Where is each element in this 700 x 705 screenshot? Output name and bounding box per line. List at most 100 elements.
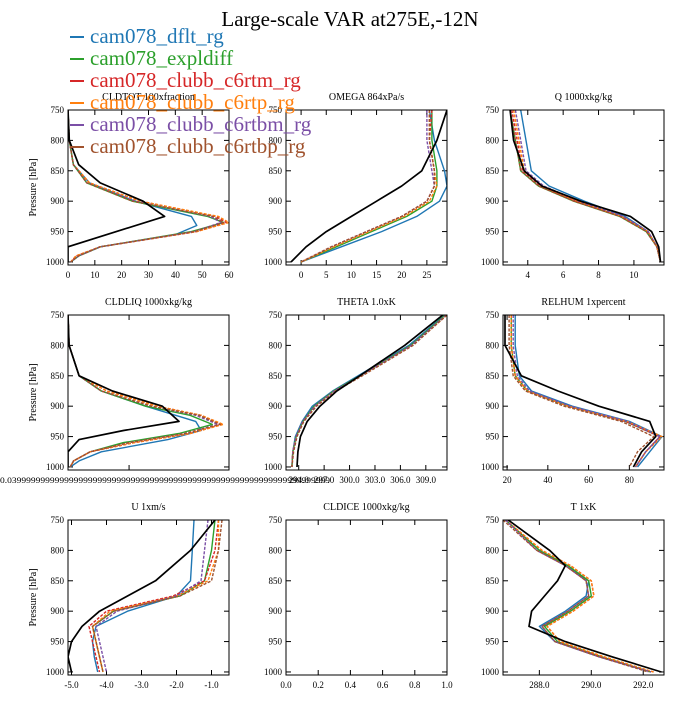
series-line-reference [504,315,657,468]
series-line-3 [511,110,662,263]
y-tick-label: 900 [51,196,65,206]
x-tick-label: 1.0 [441,680,453,690]
panel-1: CLDTOT 100xfraction Pressure [hPa] 750 800 8… [28,92,234,280]
y-tick-label: 850 [51,166,65,176]
x-tick-label: 40 [171,270,181,280]
y-tick-label: 900 [269,196,283,206]
x-tick-label: 15 [372,270,382,280]
legend-label: cam078_expldiff [90,46,233,70]
panel-title: CLDLIQ 1000xkg/kg [105,297,192,308]
x-tick-label: 294.0 [289,475,310,485]
x-tick-label: 0.2 [313,680,324,690]
y-tick-label: 950 [51,432,65,442]
y-tick-label: 1000 [264,667,283,677]
series-line-5 [514,110,662,263]
series-line-reference [509,110,662,263]
panel-frame [502,519,665,676]
legend-label: cam078_clubb_c6rtp_rg [90,90,295,114]
x-tick-label: 8 [596,270,601,280]
y-axis-label: Pressure [hPa] [28,568,39,626]
series-line-5 [300,110,436,263]
y-tick-label: 950 [486,432,500,442]
y-axis-label: Pressure [hPa] [28,158,39,216]
x-tick-label: 303.0 [365,475,386,485]
x-tick-label: -3.0 [134,680,149,690]
series-group [68,110,229,263]
panel-4: CLDLIQ 1000xkg/kg Pressure [hPa] 750 800 850… [0,297,330,485]
x-tick-label: 0.8 [409,680,421,690]
y-tick-label: 850 [269,576,283,586]
y-tick-label: 900 [486,401,500,411]
y-tick-label: 900 [486,606,500,616]
series-line-1 [68,315,202,468]
x-tick-label: 309.0 [416,475,437,485]
x-tick-label: 0.4 [345,680,357,690]
y-tick-label: 1000 [46,667,65,677]
series-line-1 [91,520,195,673]
x-tick-label: 50 [198,270,208,280]
series-line-3 [300,110,436,263]
x-tick-label: 292.0 [633,680,654,690]
panel-title: CLDICE 1000xkg/kg [323,502,409,513]
panel-title: OMEGA 864xPa/s [329,92,404,103]
y-tick-label: 1000 [481,462,500,472]
y-tick-label: 950 [51,637,65,647]
legend-label: cam078_dflt_rg [90,24,224,48]
panel-frame [285,519,448,676]
y-tick-label: 750 [51,310,65,320]
x-tick-label: 0.03999999999999999999999999999999999999… [0,476,330,485]
y-tick-label: 950 [486,637,500,647]
panel-3: Q 1000xkg/kg 750 800 850 900 950 1000 4 6 8 10 [481,92,665,280]
y-tick-label: 750 [486,105,500,115]
x-tick-label: 290.0 [581,680,602,690]
panel-frame [67,109,230,266]
series-line-6 [91,520,223,673]
series-line-reference [296,315,444,468]
series-line-4 [300,110,438,263]
y-tick-label: 850 [486,371,500,381]
panel-5: THETA 1.0xK 750 800 850 900 950 1000 294.0 297.0… [264,297,448,485]
series-line-4 [512,110,662,263]
panel-title: CLDTOT 100xfraction [102,92,195,103]
series-line-6 [509,110,662,263]
x-tick-label: 0 [299,270,304,280]
series-group [290,110,447,263]
series-line-5 [291,315,447,468]
y-tick-label: 800 [486,135,500,145]
series-group [291,315,447,468]
series-line-3 [88,520,220,673]
panel-title: T 1xK [571,502,597,513]
y-tick-label: 850 [269,371,283,381]
panel-title: THETA 1.0xK [337,297,396,308]
series-line-6 [300,110,436,263]
series-line-1 [300,110,447,263]
x-tick-label: 0.0 [280,680,292,690]
y-tick-label: 850 [486,166,500,176]
x-tick-label: 4 [526,270,531,280]
series-line-6 [68,315,221,468]
panel-title: Q 1000xkg/kg [555,92,613,103]
y-tick-label: 800 [486,545,500,555]
y-tick-label: 1000 [46,462,65,472]
x-tick-label: 5 [324,270,329,280]
y-tick-label: 750 [51,105,65,115]
series-line-4 [291,315,447,468]
y-tick-label: 800 [486,340,500,350]
panel-frame [502,314,665,471]
x-tick-label: 0 [66,270,71,280]
legend-label: cam078_clubb_c6rtbp_rg [90,134,306,158]
series-line-6 [291,315,447,468]
y-tick-label: 950 [486,227,500,237]
y-tick-label: 800 [51,545,65,555]
series-group [503,520,662,673]
y-tick-label: 850 [486,576,500,586]
y-tick-label: 900 [269,401,283,411]
y-tick-label: 800 [269,340,283,350]
series-line-6 [503,520,649,673]
y-tick-label: 1000 [481,257,500,267]
y-tick-label: 900 [51,401,65,411]
y-tick-label: 750 [486,310,500,320]
